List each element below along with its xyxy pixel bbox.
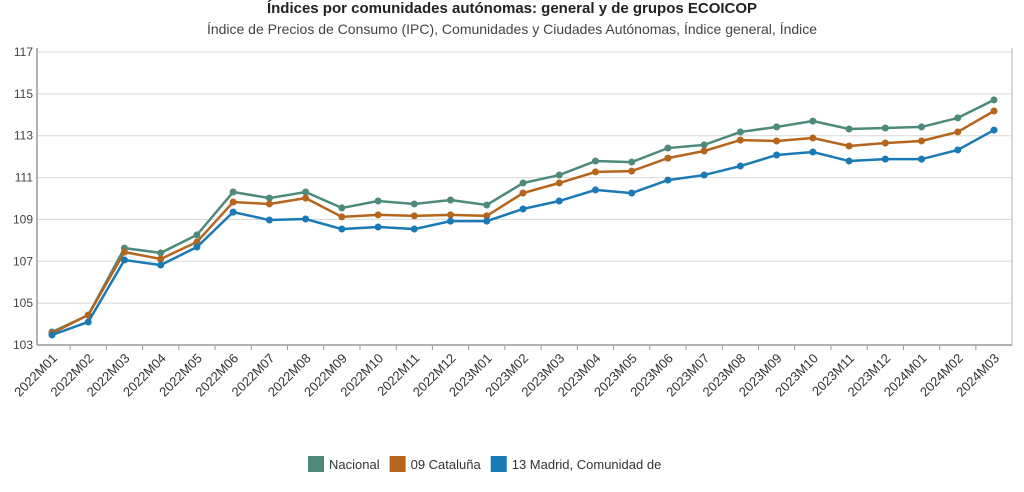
data-point [229,198,237,206]
data-point [555,197,563,205]
data-point [954,114,962,122]
y-tick-label: 113 [14,129,33,143]
data-point [157,255,165,263]
y-tick-label: 103 [13,338,33,352]
data-point [374,197,382,205]
data-point [809,117,817,125]
data-point [664,154,672,162]
data-point [302,215,310,223]
data-point [120,256,128,264]
legend-label: Nacional [329,457,380,472]
data-point [120,248,128,256]
y-tick-label: 117 [14,45,33,59]
data-point [845,157,853,165]
data-point [736,136,744,144]
legend-swatch [490,456,507,472]
data-point [157,249,165,257]
data-point [374,211,382,219]
data-point [664,176,672,184]
data-point [84,318,92,326]
data-point [881,155,889,163]
data-point [447,196,455,204]
data-point [447,217,455,225]
data-point [628,158,636,166]
data-point [519,189,527,197]
data-point [555,179,563,187]
data-point [736,128,744,136]
data-point [700,147,708,155]
data-point [410,200,418,208]
data-point [591,157,599,165]
y-tick-label: 111 [15,171,34,185]
data-point [265,200,273,208]
data-point [591,186,599,194]
chart-subtitle: Índice de Precios de Consumo (IPC), Comu… [206,21,818,37]
data-point [48,331,56,339]
data-point [990,107,998,115]
data-point [954,128,962,136]
series-line-0 [51,98,995,334]
y-tick-label: 109 [13,212,33,226]
data-point [773,151,781,159]
data-point [265,194,273,202]
data-point [628,189,636,197]
data-point [302,194,310,202]
data-point [338,225,346,233]
data-point [809,134,817,142]
data-point [410,212,418,220]
data-point [483,201,491,209]
data-point [338,213,346,221]
data-point [483,212,491,220]
data-point [773,123,781,131]
data-point [519,205,527,213]
data-point [628,167,636,175]
data-point [881,139,889,147]
legend-label: 09 Cataluña [411,457,482,472]
data-point [918,155,926,163]
data-point [990,126,998,134]
data-point [700,141,708,149]
data-point [229,208,237,216]
series-line-1 [51,109,995,335]
data-point [519,179,527,187]
data-point [591,168,599,176]
legend-swatch [308,456,324,472]
data-point [954,146,962,154]
data-point [338,204,346,212]
data-point [157,261,165,269]
data-point [809,148,817,156]
legend-label: 13 Madrid, Comunidad de [512,457,662,472]
data-point [229,188,237,196]
data-point [664,144,672,152]
data-point [193,231,201,239]
data-point [845,142,853,150]
data-point [483,217,491,225]
data-point [374,223,382,231]
y-tick-label: 105 [13,296,33,310]
chart-title: Índices por comunidades autónomas: gener… [266,0,758,17]
data-point [555,171,563,179]
data-point [265,216,273,224]
data-point [700,171,708,179]
data-point [193,243,201,251]
y-tick-label: 115 [14,87,33,101]
data-point [773,137,781,145]
data-point [881,124,889,132]
data-point [918,137,926,145]
series-line-2 [51,128,995,337]
data-point [918,123,926,131]
data-point [302,188,310,196]
legend-swatch [389,456,406,472]
data-point [736,162,744,170]
data-point [410,225,418,233]
data-point [990,96,998,104]
data-point [845,125,853,133]
y-tick-label: 107 [13,254,33,268]
data-point [447,211,455,219]
